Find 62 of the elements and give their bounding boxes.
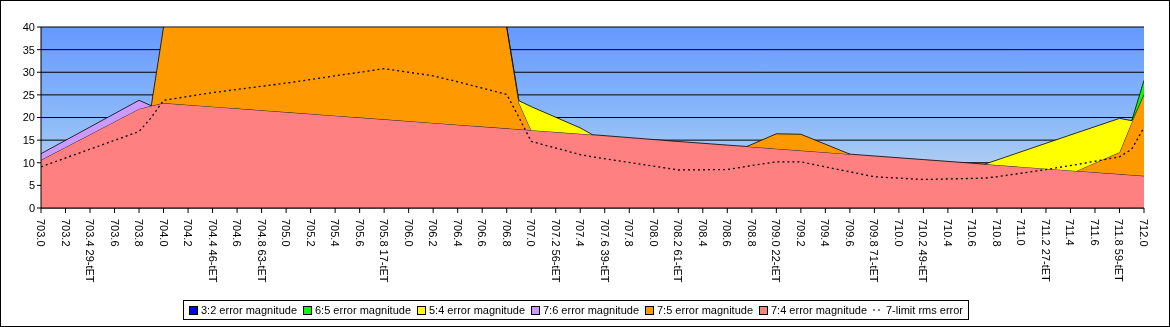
x-tick-label: 708.0 (647, 219, 660, 247)
y-tick-label: 30 (22, 66, 35, 79)
x-tick-label: 705.4 (329, 219, 342, 247)
legend-label: 7:5 error magnitude (656, 304, 753, 316)
y-tick-label: 35 (22, 43, 35, 56)
x-tick-label: 710.4 (941, 219, 954, 247)
x-tick-label: 705.6 (353, 219, 366, 247)
x-tick-label: 707.4 (574, 219, 587, 247)
x-tick-label: 710.8 (990, 219, 1003, 247)
x-tick-label: 708.4 (696, 219, 709, 247)
x-tick-label: 711.4 (1064, 219, 1077, 246)
x-tick-label: 703.8 (133, 219, 146, 247)
x-tick-label: 709.4 (819, 219, 832, 247)
x-tick-label: 707.8 (623, 219, 636, 247)
legend-label: 3:2 error magnitude (200, 304, 297, 316)
x-tick-label: 711.2 27-tET (1039, 219, 1052, 283)
x-tick-label: 705.0 (280, 219, 293, 247)
x-tick-label: 704.0 (157, 219, 170, 247)
x-tick-label: 710.6 (966, 219, 979, 247)
x-tick-label: 707.0 (525, 219, 538, 247)
x-tick-label: 708.6 (721, 219, 734, 247)
x-tick-label: 706.8 (500, 219, 513, 247)
legend-label: 7-limit rms error (885, 304, 963, 316)
x-tick-label: 711.0 (1015, 219, 1028, 246)
x-tick-label: 710.0 (892, 219, 905, 247)
x-tick-label: 709.6 (843, 219, 856, 247)
y-tick-label: 25 (22, 88, 35, 101)
y-tick-label: 0 (28, 201, 35, 214)
x-tick-label: 703.2 (59, 219, 72, 247)
x-tick-label: 706.0 (402, 219, 415, 247)
x-tick-label: 709.8 71-tET (868, 219, 881, 283)
legend-label: 7:6 error magnitude (542, 304, 639, 316)
x-tick-label: 707.2 56-tET (549, 219, 562, 283)
x-tick-label: 704.8 63-tET (255, 219, 268, 283)
y-tick-label: 15 (22, 134, 35, 147)
legend-label: 5:4 error magnitude (428, 304, 525, 316)
x-tick-label: 705.2 (304, 219, 317, 247)
x-tick-label: 706.2 (427, 219, 440, 247)
x-tick-label: 711.6 (1088, 219, 1101, 246)
x-tick-label: 704.4 46-tET (206, 219, 219, 283)
x-tick-label: 708.8 (745, 219, 758, 247)
x-tick-label: 703.0 (35, 219, 47, 247)
x-tick-label: 708.2 61-tET (672, 219, 685, 283)
legend-label: 6:5 error magnitude (314, 304, 411, 316)
x-tick-label: 706.6 (476, 219, 489, 247)
x-tick-label: 712.0 (1138, 219, 1150, 247)
x-tick-label: 705.8 17-tET (378, 219, 391, 283)
y-tick-label: 10 (22, 156, 35, 169)
x-tick-label: 711.8 59-tET (1113, 219, 1126, 283)
legend-label: 7:4 error magnitude (770, 304, 867, 316)
x-tick-label: 709.0 22-tET (770, 219, 783, 283)
x-tick-label: 703.6 (108, 219, 121, 247)
x-tick-label: 707.6 39-tET (598, 219, 611, 283)
y-tick-label: 40 (22, 20, 35, 33)
x-tick-label: 703.4 29-tET (84, 219, 97, 283)
x-tick-label: 704.6 (231, 219, 244, 247)
x-tick-label: 710.2 49-tET (917, 219, 930, 283)
y-tick-label: 20 (22, 111, 35, 124)
x-tick-label: 704.2 (182, 219, 195, 247)
y-tick-label: 5 (28, 179, 35, 192)
x-tick-label: 709.2 (794, 219, 807, 247)
x-tick-label: 706.4 (451, 219, 464, 247)
